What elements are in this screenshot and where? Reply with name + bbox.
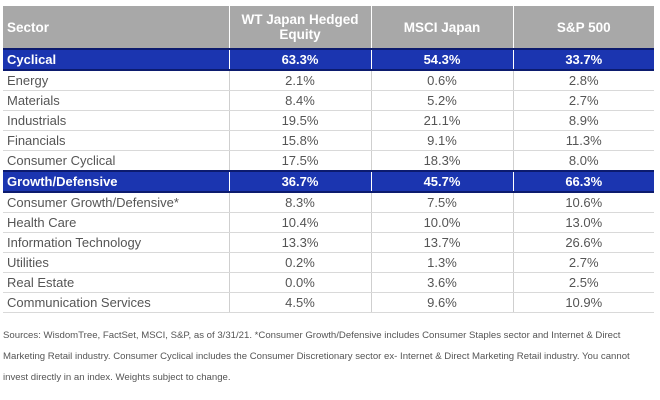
msci-japan-value: 21.1% [371, 110, 514, 131]
table-row: Utilities 0.2% 1.3% 2.7% [3, 252, 654, 273]
sp-500-value: 33.7% [513, 48, 654, 71]
sp-500-value: 13.0% [513, 212, 654, 233]
wt-japan-hedged-equity-value: 2.1% [229, 70, 372, 91]
sp-500-value: 8.9% [513, 110, 654, 131]
msci-japan-value: 45.7% [371, 170, 514, 193]
table-row: Information Technology 13.3% 13.7% 26.6% [3, 232, 654, 253]
table-body: Cyclical 63.3% 54.3% 33.7% Energy 2.1% 0.6% 2.8… [3, 48, 654, 313]
sp-500-value: 11.3% [513, 130, 654, 151]
msci-japan-value: 9.6% [371, 292, 514, 313]
sector-label: Utilities [3, 252, 230, 273]
sector-label: Industrials [3, 110, 230, 131]
wt-japan-hedged-equity-value: 17.5% [229, 150, 372, 172]
sector-label: Energy [3, 70, 230, 91]
wt-japan-hedged-equity-value: 13.3% [229, 232, 372, 253]
table-row: Financials 15.8% 9.1% 11.3% [3, 130, 654, 151]
header-sp-500: S&P 500 [513, 6, 654, 49]
table-group-row: Cyclical 63.3% 54.3% 33.7% [3, 48, 654, 71]
wt-japan-hedged-equity-value: 4.5% [229, 292, 372, 313]
sector-label: Materials [3, 90, 230, 111]
msci-japan-value: 5.2% [371, 90, 514, 111]
sp-500-value: 10.6% [513, 192, 654, 213]
wt-japan-hedged-equity-value: 36.7% [229, 170, 372, 193]
table-row: Communication Services 4.5% 9.6% 10.9% [3, 292, 654, 313]
table-row: Consumer Growth/Defensive* 8.3% 7.5% 10.6% [3, 192, 654, 213]
table-row: Materials 8.4% 5.2% 2.7% [3, 90, 654, 111]
sp-500-value: 2.8% [513, 70, 654, 91]
table-row: Consumer Cyclical 17.5% 18.3% 8.0% [3, 150, 654, 172]
sector-weights-table: Sector WT Japan Hedged Equity MSCI Japan… [3, 6, 654, 313]
wt-japan-hedged-equity-value: 15.8% [229, 130, 372, 151]
table-group-row: Growth/Defensive 36.7% 45.7% 66.3% [3, 170, 654, 193]
wt-japan-hedged-equity-value: 63.3% [229, 48, 372, 71]
wt-japan-hedged-equity-value: 19.5% [229, 110, 372, 131]
sp-500-value: 2.5% [513, 272, 654, 293]
sp-500-value: 66.3% [513, 170, 654, 193]
wt-japan-hedged-equity-value: 0.2% [229, 252, 372, 273]
msci-japan-value: 18.3% [371, 150, 514, 172]
sp-500-value: 26.6% [513, 232, 654, 253]
sector-label: Real Estate [3, 272, 230, 293]
header-sector: Sector [3, 6, 230, 49]
header-msci-japan: MSCI Japan [371, 6, 514, 49]
table-row: Energy 2.1% 0.6% 2.8% [3, 70, 654, 91]
msci-japan-value: 1.3% [371, 252, 514, 273]
msci-japan-value: 10.0% [371, 212, 514, 233]
wt-japan-hedged-equity-value: 0.0% [229, 272, 372, 293]
table-row: Industrials 19.5% 21.1% 8.9% [3, 110, 654, 131]
msci-japan-value: 13.7% [371, 232, 514, 253]
table-row: Real Estate 0.0% 3.6% 2.5% [3, 272, 654, 293]
msci-japan-value: 3.6% [371, 272, 514, 293]
msci-japan-value: 54.3% [371, 48, 514, 71]
msci-japan-value: 9.1% [371, 130, 514, 151]
sources-footnote: Sources: WisdomTree, FactSet, MSCI, S&P,… [3, 330, 630, 383]
sector-label: Cyclical [3, 48, 230, 71]
table-header: Sector WT Japan Hedged Equity MSCI Japan… [3, 6, 654, 49]
sp-500-value: 2.7% [513, 252, 654, 273]
sp-500-value: 10.9% [513, 292, 654, 313]
sector-label: Health Care [3, 212, 230, 233]
header-wt-japan-hedged-equity: WT Japan Hedged Equity [229, 6, 372, 49]
wt-japan-hedged-equity-value: 10.4% [229, 212, 372, 233]
sector-label: Consumer Growth/Defensive* [3, 192, 230, 213]
sector-label: Communication Services [3, 292, 230, 313]
wt-japan-hedged-equity-value: 8.4% [229, 90, 372, 111]
msci-japan-value: 7.5% [371, 192, 514, 213]
sector-label: Financials [3, 130, 230, 151]
sp-500-value: 2.7% [513, 90, 654, 111]
sector-label: Information Technology [3, 232, 230, 253]
wt-japan-hedged-equity-value: 8.3% [229, 192, 372, 213]
sp-500-value: 8.0% [513, 150, 654, 172]
table-row: Health Care 10.4% 10.0% 13.0% [3, 212, 654, 233]
sector-label: Growth/Defensive [3, 170, 230, 193]
sector-label: Consumer Cyclical [3, 150, 230, 172]
msci-japan-value: 0.6% [371, 70, 514, 91]
header-row: Sector WT Japan Hedged Equity MSCI Japan… [3, 6, 654, 49]
